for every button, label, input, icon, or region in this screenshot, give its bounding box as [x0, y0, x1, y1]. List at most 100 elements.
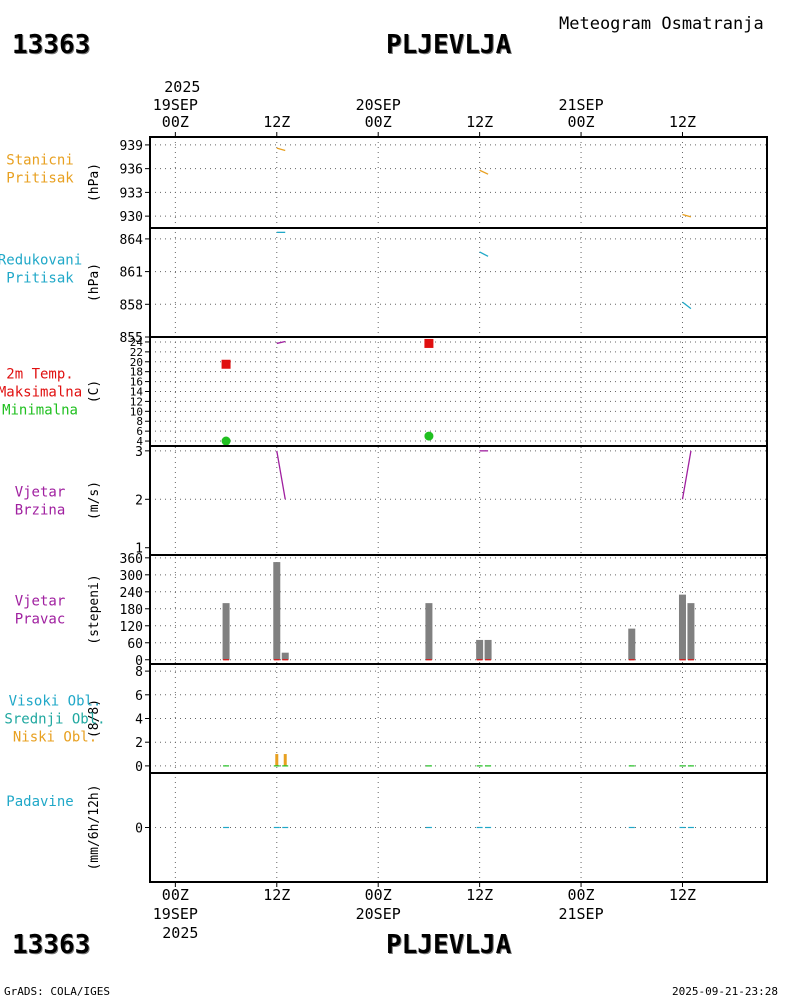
y-tick-label: 8	[136, 415, 143, 428]
wind-direction-bar	[476, 639, 484, 660]
unit-label: (hPa)	[87, 163, 102, 202]
low-cloud-bar	[283, 754, 287, 766]
panel-frame	[149, 445, 768, 556]
x-tick-label-bottom: 00Z	[162, 886, 189, 904]
y-tick-label: 22	[130, 346, 143, 359]
series-line	[276, 450, 286, 500]
chart-subtitle: Meteogram Osmatranja	[559, 14, 764, 34]
x-tick-label-top: 12Z	[669, 113, 696, 131]
panel-label: Pritisak	[6, 171, 74, 187]
wind-direction-bar	[687, 603, 695, 660]
y-tick-label: 6	[135, 689, 143, 704]
y-tick-label: 6	[136, 425, 143, 438]
panel-frame	[149, 336, 768, 447]
wind-direction-bar	[484, 639, 492, 660]
unit-label: (stepeni)	[87, 574, 102, 644]
station-name-top: PLJEVLJA	[386, 30, 512, 60]
y-tick-label: 1	[135, 542, 143, 557]
timestamp-text: 2025-09-21-23:28	[672, 985, 778, 998]
panel-label: Srednji Obl.	[4, 712, 105, 728]
series-line	[479, 251, 489, 257]
y-tick-label: 0	[135, 654, 143, 669]
x-date-label-bottom: 21SEP	[558, 905, 603, 923]
panel-label: Visoki Obl.	[9, 694, 102, 710]
station-name-bottom: PLJEVLJA	[386, 930, 512, 960]
x-date-label-top: 21SEP	[558, 96, 603, 114]
unit-label: (C)	[87, 380, 102, 403]
y-tick-label: 3	[135, 445, 143, 460]
wind-direction-bar	[273, 562, 281, 660]
x-tick-label-top: 00Z	[568, 113, 595, 131]
panel-frame	[149, 554, 768, 665]
series-line	[479, 169, 489, 175]
y-tick-label: 861	[120, 266, 143, 281]
panel-label: Redukovani	[0, 253, 82, 269]
panel-station-pressure: 939 936 933 930 (hPa) Stanicni Pritisak	[6, 136, 768, 229]
x-tick-label-bottom: 12Z	[466, 886, 493, 904]
x-date-label-top: 20SEP	[356, 96, 401, 114]
panel-reduced-pressure: 864 861 858 855 (hPa) Redukovani Pritisak	[0, 227, 768, 346]
x-tick-label-top: 12Z	[263, 113, 290, 131]
wind-direction-bar	[628, 628, 636, 660]
panel-label: Pravac	[15, 612, 66, 628]
panel-label: Maksimalna	[0, 385, 82, 401]
y-tick-label: 2	[135, 736, 143, 751]
y-tick-label: 24	[130, 336, 144, 349]
panel-precipitation: 0 (mm/6h/12h) Padavine	[6, 772, 768, 883]
station-id-top: 13363	[12, 30, 91, 60]
x-tick-label-bottom: 12Z	[263, 886, 290, 904]
y-tick-label: 0	[135, 760, 143, 775]
y-tick-label: 16	[130, 376, 143, 389]
min-temp-marker	[424, 431, 434, 441]
series-line	[276, 340, 286, 345]
top-year-label: 2025	[164, 78, 200, 96]
y-tick-label: 240	[120, 586, 143, 601]
y-tick-label: 930	[120, 210, 143, 225]
x-tick-label-bottom: 00Z	[365, 886, 392, 904]
panel-label: Brzina	[15, 503, 66, 519]
y-tick-label: 939	[120, 139, 143, 154]
panel-label: Vjetar	[15, 485, 66, 501]
y-tick-label: 864	[120, 233, 144, 248]
y-tick-label: 20	[130, 356, 143, 369]
series-line	[276, 147, 286, 152]
panel-frame	[149, 663, 768, 774]
panel-label: Pritisak	[6, 271, 74, 287]
unit-label: (m/s)	[87, 481, 102, 520]
panel-label: Padavine	[6, 794, 73, 810]
y-tick-label: 855	[120, 331, 143, 346]
y-tick-label: 360	[120, 552, 143, 567]
panel-frame	[149, 136, 768, 229]
y-tick-label: 8	[135, 665, 143, 680]
x-tick-label-bottom: 00Z	[568, 886, 595, 904]
wind-direction-bar	[222, 603, 230, 660]
unit-label: (mm/6h/12h)	[87, 784, 102, 870]
panel-label: Minimalna	[2, 403, 78, 419]
y-tick-label: 936	[120, 163, 143, 178]
x-tick-label-top: 12Z	[466, 113, 493, 131]
bottom-year-label: 2025	[162, 924, 198, 942]
y-tick-label: 858	[120, 298, 143, 313]
y-tick-label: 4	[135, 713, 143, 728]
unit-label: (8/8)	[87, 699, 102, 738]
panel-wind-direction: 0 60 120 180 240 300 360 (stepeni) Vjetar Pravac	[15, 552, 768, 669]
series-line	[681, 450, 692, 500]
x-date-label-bottom: 19SEP	[153, 905, 198, 923]
panel-label: Niski Obl.	[13, 730, 97, 746]
panel-cloud-cover: 0 2 4 6 8 (8/8)Visoki Obl. Srednji Obl. Niski O…	[4, 663, 768, 775]
series-line	[682, 213, 692, 218]
panel-label: Stanicni	[6, 153, 73, 169]
wind-direction-bar	[425, 603, 433, 660]
x-tick-label-bottom: 12Z	[669, 886, 696, 904]
max-temp-marker	[424, 338, 434, 348]
y-tick-label: 60	[127, 637, 143, 652]
y-tick-label: 0	[135, 822, 143, 837]
y-tick-label: 14	[130, 386, 144, 399]
y-tick-label: 4	[136, 435, 143, 448]
y-tick-label: 2	[135, 493, 143, 508]
y-tick-label: 10	[130, 405, 143, 418]
unit-label: (hPa)	[87, 263, 102, 302]
min-temp-marker	[221, 436, 231, 446]
